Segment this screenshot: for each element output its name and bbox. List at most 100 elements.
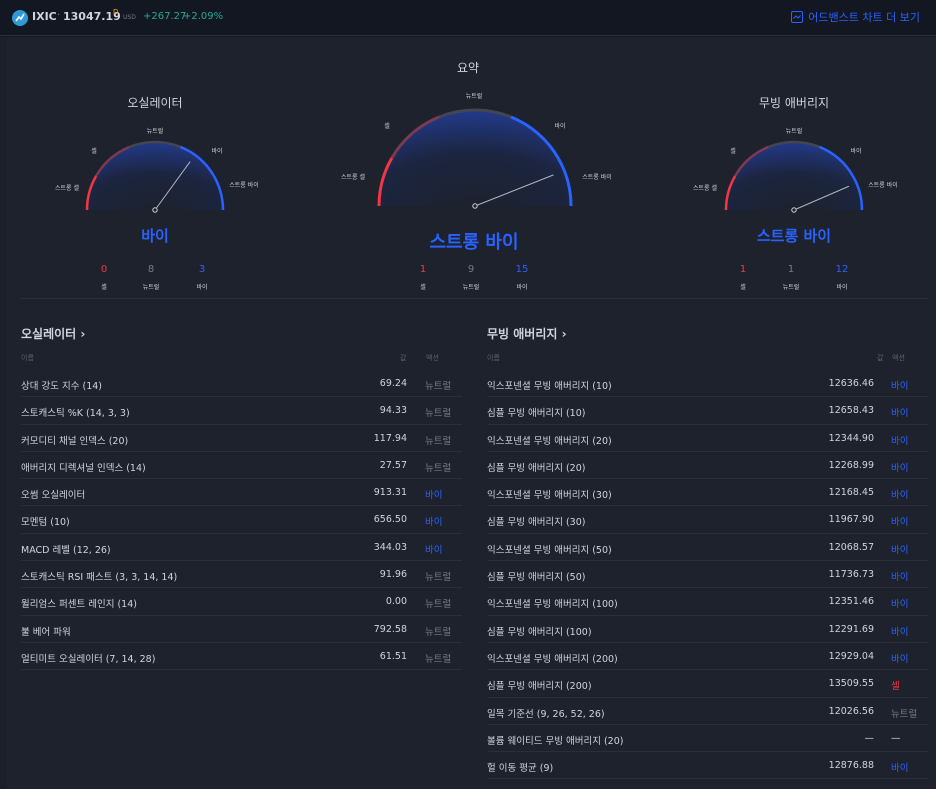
gauge-fill: [379, 110, 571, 206]
indicator-value: 12876.88: [828, 760, 874, 772]
ma-rating: 스트롱 바이: [756, 227, 832, 245]
ma-count-neutral: 1 뉴트럴: [782, 264, 800, 291]
indicator-value: 13509.55: [828, 678, 874, 690]
indicator-action: 바이: [891, 462, 909, 474]
osc-label-buy: 바이: [211, 148, 223, 155]
indicator-name: 일목 기준선 (9, 26, 52, 26): [487, 708, 605, 720]
gauge-pivot: [472, 203, 478, 209]
indicator-value: 12168.45: [828, 487, 874, 499]
ma-gauge-title: 무빙 애버리지: [758, 96, 830, 110]
indicator-name: 심플 무빙 애버리지 (100): [487, 626, 592, 638]
indicator-action: 바이: [891, 517, 909, 529]
indicator-name: 심플 무빙 애버리지 (30): [487, 517, 586, 529]
gauge-needle: [793, 185, 850, 211]
indicator-action: 뉴트럴: [425, 599, 452, 611]
indicator-name: 스토캐스틱 RSI 패스트 (3, 3, 14, 14): [21, 572, 178, 584]
table-row: 오썸 오실레이터 913.31 바이: [21, 479, 462, 507]
table-row: 익스포넨셜 무빙 애버리지 (50) 12068.57 바이: [487, 534, 929, 562]
indicator-value: 94.33: [379, 405, 407, 417]
indicator-name: 불 베어 파워: [21, 626, 71, 638]
indicator-name: 심플 무빙 애버리지 (200): [487, 681, 592, 693]
gauge-needle: [154, 161, 191, 211]
oscillators-section-link[interactable]: 오실레이터 ›: [21, 327, 86, 341]
indicator-name: 익스포넨셜 무빙 애버리지 (10): [487, 381, 612, 392]
indicator-action: 바이: [891, 599, 909, 611]
gauge-segment: [377, 157, 394, 207]
table-row: 심플 무빙 애버리지 (200) 13509.55 셀: [487, 670, 929, 698]
indicator-value: 117.94: [373, 432, 407, 444]
gauge-fill: [726, 142, 862, 210]
osc-label-strong-sell: 스트롱 셀: [55, 185, 79, 192]
indicator-action: 바이: [425, 517, 443, 529]
price-session-marker: D: [113, 8, 119, 16]
gauge-segment: [95, 145, 131, 177]
gauge-segment: [556, 157, 573, 207]
indicator-value: 91.96: [379, 569, 407, 581]
symbol-price: 13047.19: [63, 10, 121, 23]
gauge-segment: [851, 175, 864, 211]
indicator-name: 모멘텀 (10): [21, 517, 70, 529]
ma-count-buy: 12 바이: [835, 264, 849, 291]
chart-line-icon: [791, 11, 804, 23]
indicator-action: 바이: [891, 626, 909, 638]
indicator-action: 뉴트럴: [425, 435, 452, 447]
gauge-segment: [179, 145, 215, 177]
oscillators-gauge-title: 오실레이터: [127, 96, 183, 110]
indicator-name: 헐 이동 평균 (9): [487, 763, 554, 775]
indicator-action: 뉴트럴: [425, 408, 452, 420]
table-row: 불 베어 파워 792.58 뉴트럴: [21, 616, 462, 643]
indicator-name: 심플 무빙 애버리지 (50): [487, 572, 586, 584]
ma-label-neutral: 뉴트럴: [785, 128, 803, 135]
indicator-action: 뉴트럴: [425, 572, 452, 584]
gauge-pivot: [152, 207, 158, 213]
oscillators-rating: 바이: [141, 227, 169, 245]
table-row: 커모디티 채널 인덱스 (20) 117.94 뉴트럴: [21, 425, 462, 452]
table-row: 모멘텀 (10) 656.50 바이: [21, 506, 462, 534]
symbol-logo-icon: [12, 10, 28, 26]
ma-col-action: 액션: [892, 354, 905, 362]
indicator-value: 61.51: [379, 650, 407, 662]
indicator-value: 12351.46: [828, 596, 874, 608]
indicator-action: 바이: [891, 572, 909, 584]
gauge-segment: [724, 175, 737, 211]
advanced-chart-link[interactable]: 어드밴스트 차트 더 보기: [791, 9, 920, 25]
osc-label-sell: 셀: [91, 148, 97, 155]
indicator-action: 바이: [891, 653, 909, 665]
osc-col-value: 값: [400, 354, 407, 362]
ma-section-link[interactable]: 무빙 애버리지 ›: [487, 327, 567, 341]
indicator-value: 12658.43: [828, 405, 874, 417]
sum-count-buy: 15 바이: [515, 264, 529, 291]
summary-gauge: [377, 108, 573, 209]
indicator-action: 바이: [891, 763, 909, 775]
indicator-value: 11736.73: [828, 569, 874, 581]
indicator-action: 뉴트럴: [425, 626, 452, 638]
symbol-name[interactable]: IXIC: [32, 10, 57, 23]
advanced-chart-label: 어드밴스트 차트 더 보기: [808, 11, 920, 24]
indicator-value: 69.24: [379, 378, 407, 389]
osc-label-strong-buy: 스트롱 바이: [229, 182, 259, 189]
table-row: 심플 무빙 애버리지 (50) 11736.73 바이: [487, 561, 929, 589]
indicator-value: 792.58: [373, 623, 407, 635]
indicator-name: 볼륨 웨이티드 무빙 애버리지 (20): [487, 735, 624, 747]
indicator-action: 바이: [891, 544, 909, 556]
sum-count-neutral: 9 뉴트럴: [462, 264, 480, 291]
osc-col-action: 액션: [426, 354, 439, 362]
indicator-name: 상대 강도 지수 (14): [21, 381, 103, 392]
ma-table: 익스포넨셜 무빙 애버리지 (10) 12636.46 바이 심플 무빙 애버리지 (…: [487, 370, 929, 780]
indicator-value: 656.50: [373, 514, 407, 526]
gauge-segment: [129, 140, 181, 149]
indicator-action: —: [891, 732, 901, 744]
indicator-value: 0.00: [385, 596, 407, 608]
symbol-separator: ·: [57, 10, 61, 21]
sum-label-strong-sell: 스트롱 셀: [341, 174, 365, 181]
indicator-action: 셀: [891, 681, 900, 693]
table-row: 볼륨 웨이티드 무빙 애버리지 (20) — —: [487, 725, 929, 753]
oscillators-table: 상대 강도 지수 (14) 69.24 뉴트럴 스토캐스틱 %K (14, 3, 3)…: [21, 370, 462, 671]
indicator-value: 344.03: [373, 541, 407, 553]
gauge-segment: [212, 175, 225, 211]
sum-label-buy: 바이: [554, 123, 566, 130]
sum-label-strong-buy: 스트롱 바이: [582, 174, 612, 181]
table-row: 스토캐스틱 %K (14, 3, 3) 94.33 뉴트럴: [21, 397, 462, 425]
